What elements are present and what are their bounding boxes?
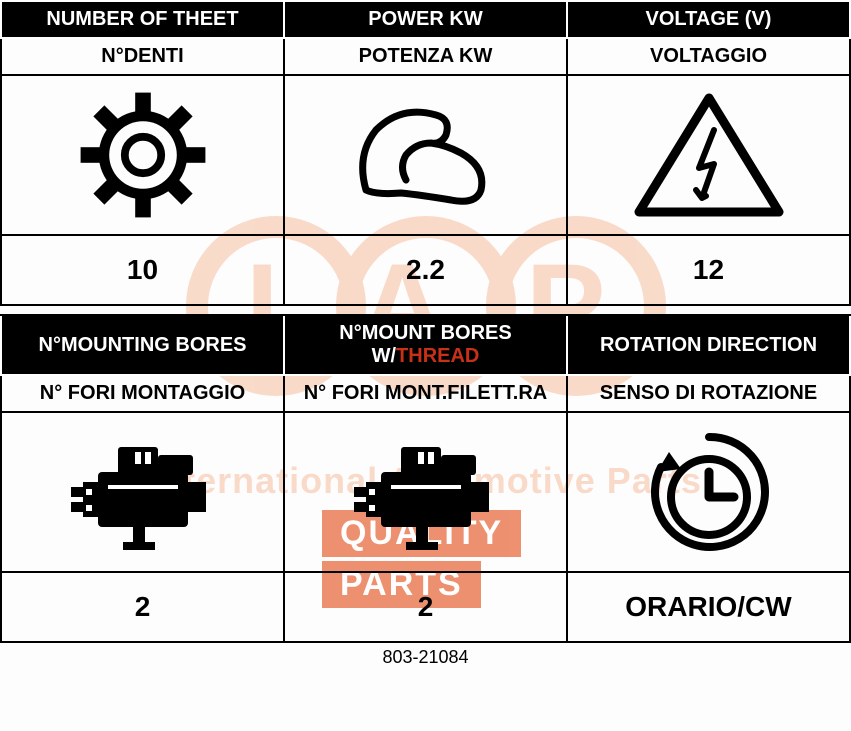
header-it-power: POTENZA KW [284,38,567,75]
starter-motor-icon [346,427,506,557]
header-en-power: POWER KW [284,1,567,38]
icon-cell-gear [1,75,284,235]
header-en-teeth: NUMBER OF THEET [1,1,284,38]
header-it-bores-thread: N° FORI MONT.FILETT.RA [284,375,567,412]
header-it-voltage: VOLTAGGIO [567,38,850,75]
icon-cell-rotation [567,412,850,572]
part-number: 803-21084 [0,643,851,668]
header-en-rotation: ROTATION DIRECTION [567,315,850,375]
value-rotation: ORARIO/CW [567,572,850,642]
header-en-bores-thread: N°MOUNT BORES W/THREAD [284,315,567,375]
clockwise-icon [639,427,779,557]
header-en-bores-thread-pre: N°MOUNT BORES [339,322,511,344]
header-it-teeth: N°DENTI [1,38,284,75]
value-bores-thread: 2 [284,572,567,642]
value-voltage: 12 [567,235,850,305]
muscle-icon [351,95,501,215]
spacer [1,305,850,315]
value-teeth: 10 [1,235,284,305]
icon-cell-voltage [567,75,850,235]
icon-cell-muscle [284,75,567,235]
value-bores: 2 [1,572,284,642]
value-power: 2.2 [284,235,567,305]
spec-table: NUMBER OF THEET POWER KW VOLTAGE (V) N°D… [0,0,851,643]
header-it-bores: N° FORI MONTAGGIO [1,375,284,412]
header-en-voltage: VOLTAGE (V) [567,1,850,38]
starter-motor-icon [63,427,223,557]
header-en-bores: N°MOUNTING BORES [1,315,284,375]
icon-cell-starter2 [284,412,567,572]
gear-icon [78,90,208,220]
header-en-bores-thread-mid: W/ [372,345,396,367]
header-en-thread-word: THREAD [396,345,479,367]
header-it-rotation: SENSO DI ROTAZIONE [567,375,850,412]
voltage-icon [634,90,784,220]
icon-cell-starter1 [1,412,284,572]
